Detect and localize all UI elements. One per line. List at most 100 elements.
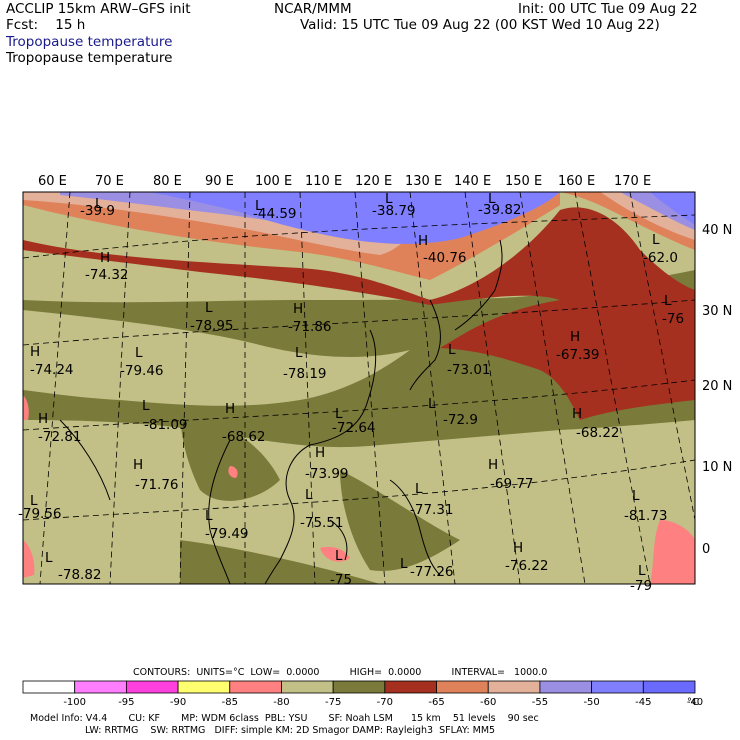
marker-low: L-39.9 <box>80 196 115 219</box>
field-title: Tropopause temperature <box>6 34 173 50</box>
colorbar-swatch <box>281 680 334 694</box>
marker-letter: L <box>335 548 343 564</box>
marker-value: -81.73 <box>624 508 668 524</box>
field-subtitle: Tropopause temperature <box>6 50 173 66</box>
marker-letter: H <box>513 540 523 556</box>
pressure-markers: L-39.9 L-44.59L-38.79L-39.82H-40.76L-62.0… <box>18 191 684 594</box>
colorbar-tick: -60 <box>480 697 496 708</box>
lon-label: 110 E <box>305 174 342 189</box>
lon-label: 150 E <box>505 174 542 189</box>
colorbar-swatch <box>125 680 179 694</box>
marker-letter: H <box>133 457 143 473</box>
colorbar-swatch <box>384 680 437 694</box>
marker-value: -71.76 <box>135 477 179 493</box>
marker-letter: L <box>428 396 436 412</box>
marker-value: -74.24 <box>30 362 74 378</box>
marker-low: L -72.9 <box>428 396 478 428</box>
marker-letter: L <box>415 481 423 497</box>
marker-high: H -71.86 <box>288 301 332 335</box>
marker-low: L-79 <box>630 563 652 594</box>
colorbar-tick: -50 <box>583 697 599 708</box>
map-fields <box>23 192 695 584</box>
marker-value: -67.39 <box>556 347 600 363</box>
marker-letter: H <box>38 411 48 427</box>
lat-label: 30 N <box>702 304 732 319</box>
colorbar-swatch <box>539 680 593 694</box>
marker-value: -69.77 <box>490 476 534 492</box>
marker-letter: L <box>45 550 53 566</box>
lon-label: 170 E <box>614 174 651 189</box>
colorbar-tick: -95 <box>118 697 134 708</box>
colorbar-swatch <box>332 680 386 694</box>
marker-letter: L <box>30 493 38 509</box>
marker-high: H -67.39 <box>556 329 600 363</box>
marker-letter: H <box>293 301 303 317</box>
lon-label: 160 E <box>558 174 595 189</box>
marker-value: -76.22 <box>505 558 549 574</box>
marker-high: H -73.99 <box>305 445 349 482</box>
marker-letter: L <box>664 293 672 309</box>
colorbar-swatch <box>229 680 282 694</box>
marker-low: L-39.82 <box>478 191 522 218</box>
colorbar-tick: -40 <box>687 697 703 708</box>
org-label: NCAR/MMM <box>274 1 352 17</box>
marker-letter: L <box>652 232 660 248</box>
marker-low: L -75 <box>330 548 352 588</box>
lon-label: 90 E <box>205 174 234 189</box>
marker-letter: H <box>418 233 428 249</box>
marker-letter: H <box>315 445 325 461</box>
marker-low: L -77.31 <box>410 481 454 518</box>
marker-low: L -62.0 <box>643 232 678 266</box>
init-time: Init: 00 UTC Tue 09 Aug 22 <box>518 1 698 17</box>
marker-value: -78.82 <box>58 567 102 583</box>
model-title: ACCLIP 15km ARW–GFS init <box>6 1 191 17</box>
lon-label: 100 E <box>255 174 292 189</box>
lat-label: 0 <box>702 542 710 557</box>
longitude-labels: 60 E 70 E 80 E 90 E 100 E 110 E 120 E 130 E 140 … <box>38 174 651 189</box>
marker-letter: H <box>488 457 498 473</box>
marker-value: -72.64 <box>332 420 376 436</box>
colorbar-tick: -65 <box>428 697 444 708</box>
marker-low: L -73.01 <box>447 342 491 378</box>
colorbar-tick: -80 <box>273 697 289 708</box>
colorbar-swatch <box>591 680 644 694</box>
coastlines <box>59 239 503 584</box>
marker-letter: H <box>100 250 110 266</box>
colorbar-swatch <box>487 680 541 694</box>
colorbar-swatch <box>74 680 127 694</box>
lon-label: 70 E <box>95 174 124 189</box>
marker-letter: L <box>135 345 143 361</box>
marker-letter: L <box>205 508 213 524</box>
marker-value: -79.49 <box>205 526 249 542</box>
marker-letter: L <box>448 342 456 358</box>
marker-value: -75 <box>330 572 352 588</box>
lat-label: 40 N <box>702 223 732 238</box>
marker-value: -76 <box>662 311 684 327</box>
marker-low: L -79.46 <box>120 345 164 379</box>
colorbar-swatch <box>22 680 76 694</box>
marker-low: L -81.73 <box>624 488 668 524</box>
marker-letter: L <box>335 406 343 422</box>
model-info-line2: LW: RRTMG SW: RRTMG DIFF: simple KM: 2D … <box>85 725 496 736</box>
latitude-labels: 40 N 30 N 20 N 10 N 0 <box>702 223 732 557</box>
lon-label: 140 E <box>454 174 491 189</box>
map-frame <box>22 191 696 585</box>
marker-value: -62.0 <box>643 250 678 266</box>
colorbar-tick: -75 <box>325 697 341 708</box>
forecast-hour: Fcst: 15 h <box>6 17 86 33</box>
marker-letter: H <box>570 329 580 345</box>
marker-low: L-38.79 <box>372 191 416 219</box>
marker-low: L -76 <box>662 293 684 327</box>
marker-value: -79.56 <box>18 506 62 522</box>
valid-time: Valid: 15 UTC Tue 09 Aug 22 (00 KST Wed … <box>300 17 660 33</box>
marker-value: -39.82 <box>478 202 522 218</box>
marker-low: L -78.82 <box>45 550 102 583</box>
marker-letter: L <box>205 300 213 316</box>
marker-value: -72.81 <box>38 429 82 445</box>
marker-value: -68.22 <box>576 425 620 441</box>
marker-letter: H <box>30 344 40 360</box>
marker-letter: L <box>305 487 313 503</box>
marker-low: L -81.09 <box>142 398 188 433</box>
marker-high: H -68.22 <box>572 406 620 441</box>
